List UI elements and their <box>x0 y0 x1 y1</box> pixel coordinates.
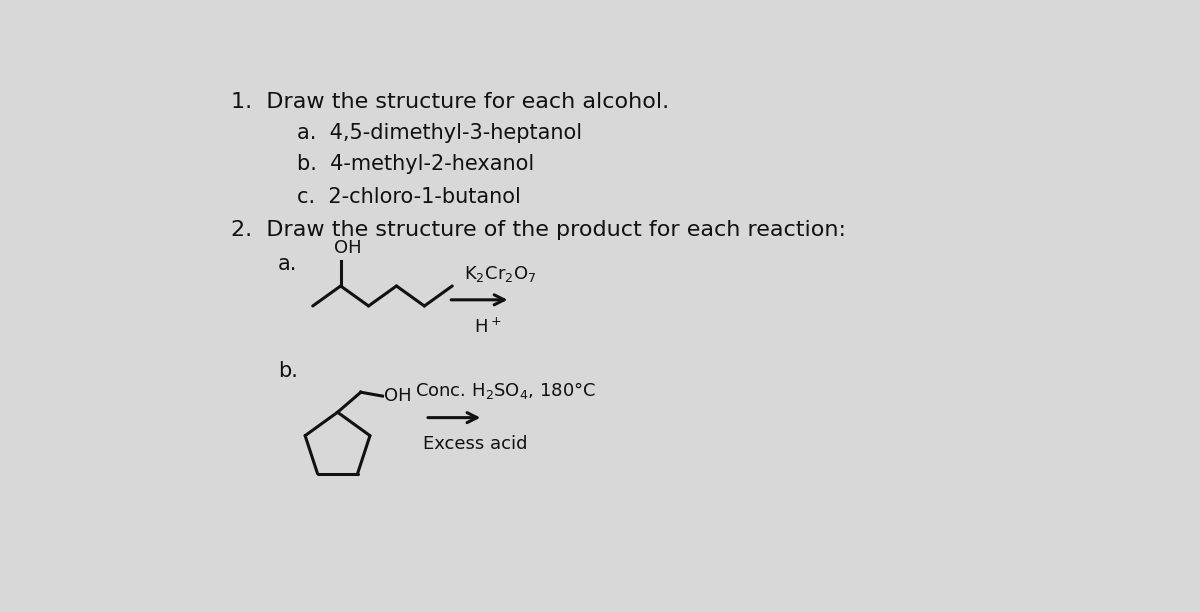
Text: b.: b. <box>278 362 298 381</box>
Text: OH: OH <box>335 239 362 258</box>
Text: Excess acid: Excess acid <box>422 435 527 453</box>
Text: Conc. H$_2$SO$_4$, 180°C: Conc. H$_2$SO$_4$, 180°C <box>415 381 596 401</box>
Text: a.  4,5-dimethyl-3-heptanol: a. 4,5-dimethyl-3-heptanol <box>298 123 582 143</box>
Text: c.  2-chloro-1-butanol: c. 2-chloro-1-butanol <box>298 187 521 207</box>
Text: a.: a. <box>278 253 298 274</box>
Text: H$^+$: H$^+$ <box>474 318 502 337</box>
Text: OH: OH <box>384 387 412 405</box>
Text: 2.  Draw the structure of the product for each reaction:: 2. Draw the structure of the product for… <box>232 220 846 240</box>
Text: b.  4-methyl-2-hexanol: b. 4-methyl-2-hexanol <box>298 154 534 174</box>
Text: K$_2$Cr$_2$O$_7$: K$_2$Cr$_2$O$_7$ <box>464 264 536 285</box>
Text: 1.  Draw the structure for each alcohol.: 1. Draw the structure for each alcohol. <box>232 92 670 112</box>
